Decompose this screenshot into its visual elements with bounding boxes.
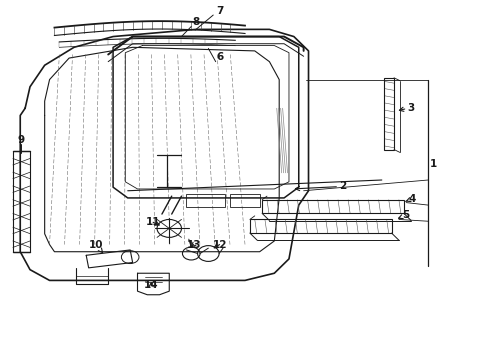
Bar <box>384 78 394 149</box>
Text: 10: 10 <box>89 239 103 253</box>
Bar <box>262 200 404 213</box>
Bar <box>186 194 225 207</box>
Text: 8: 8 <box>193 17 200 27</box>
Text: 12: 12 <box>212 239 227 249</box>
Bar <box>250 220 392 233</box>
Text: 3: 3 <box>399 103 415 113</box>
Text: 4: 4 <box>406 194 416 204</box>
Bar <box>13 151 30 252</box>
Bar <box>230 194 260 207</box>
Text: 9: 9 <box>18 135 25 145</box>
Text: 11: 11 <box>146 217 160 227</box>
Text: 5: 5 <box>398 210 410 220</box>
Text: 1: 1 <box>430 159 437 169</box>
Text: 7: 7 <box>216 6 223 16</box>
Text: 14: 14 <box>144 280 158 290</box>
Text: 6: 6 <box>216 52 223 62</box>
Text: 13: 13 <box>187 239 201 249</box>
Text: 2: 2 <box>295 181 346 192</box>
